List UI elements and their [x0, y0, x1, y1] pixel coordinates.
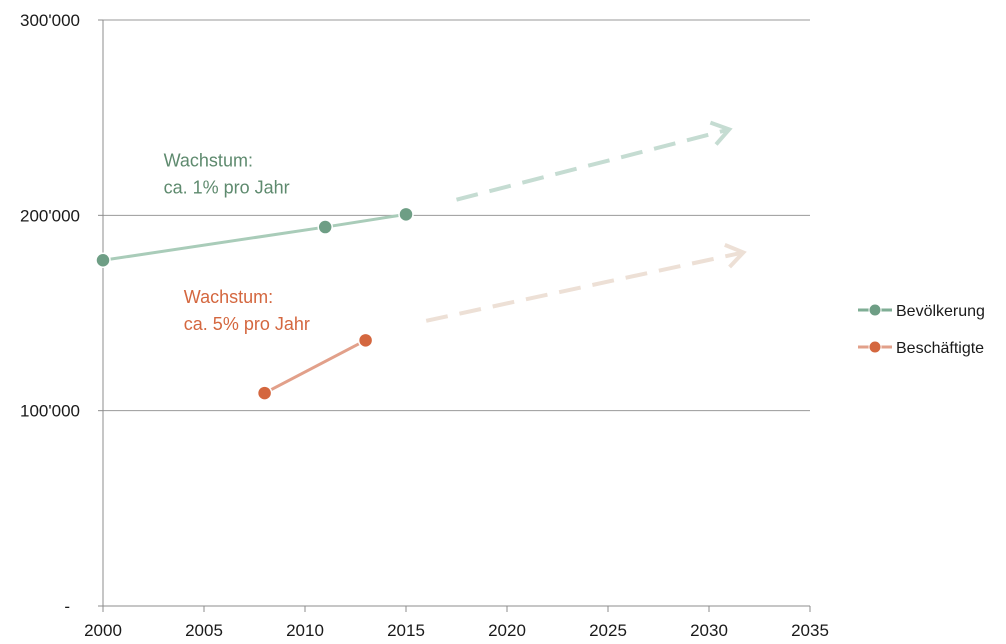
legend-marker-0	[868, 303, 882, 317]
annotation-1-line-0: Wachstum:	[184, 287, 273, 307]
x-tick-label: 2000	[84, 621, 122, 640]
series-line-1	[263, 339, 367, 395]
projection-arrowhead-1	[724, 243, 747, 269]
x-tick-label: 2020	[488, 621, 526, 640]
x-tick-label: 2035	[791, 621, 829, 640]
x-tick-label: 2030	[690, 621, 728, 640]
x-tick-label: 2025	[589, 621, 627, 640]
projection-line-0	[456, 127, 730, 202]
x-tick-label: 2015	[387, 621, 425, 640]
data-point-0-2	[398, 206, 414, 223]
y-axis-ticks: - 100'000 200'000 300'000	[20, 11, 103, 616]
data-point-1-0	[256, 385, 273, 401]
data-point-0-1	[317, 219, 333, 235]
data-point-0-0	[95, 252, 111, 269]
series-line-0	[102, 212, 407, 262]
y-tick-label: 200'000	[20, 206, 80, 225]
data-point-1-1	[357, 332, 374, 349]
annotation-0-line-0: Wachstum:	[164, 151, 253, 171]
y-tick-label: 300'000	[20, 11, 80, 30]
y-tick-label: 100'000	[20, 402, 80, 421]
projection-arrows	[425, 120, 747, 323]
projection-line-1	[425, 250, 744, 323]
y-tick-label: -	[64, 597, 70, 616]
legend-label-0: Bevölkerung	[896, 303, 985, 320]
annotations: Wachstum: ca. 1% pro Jahr Wachstum: ca. 5% …	[164, 151, 310, 335]
axes	[102, 20, 810, 607]
annotation-1-line-1: ca. 5% pro Jahr	[184, 314, 310, 334]
annotation-0-line-1: ca. 1% pro Jahr	[164, 178, 290, 198]
x-axis-ticks: 2000 2005 2010 2015 2020 2025 2030 2035	[84, 606, 829, 640]
legend-label-1: Beschäftigte	[896, 340, 984, 357]
gridlines	[103, 19, 810, 412]
x-tick-label: 2010	[286, 621, 324, 640]
legend-marker-1	[868, 340, 882, 354]
legend: Bevölkerung Beschäftigte	[858, 303, 985, 357]
series-lines	[95, 206, 414, 401]
x-tick-label: 2005	[185, 621, 223, 640]
projection-arrowhead-0	[709, 120, 733, 146]
